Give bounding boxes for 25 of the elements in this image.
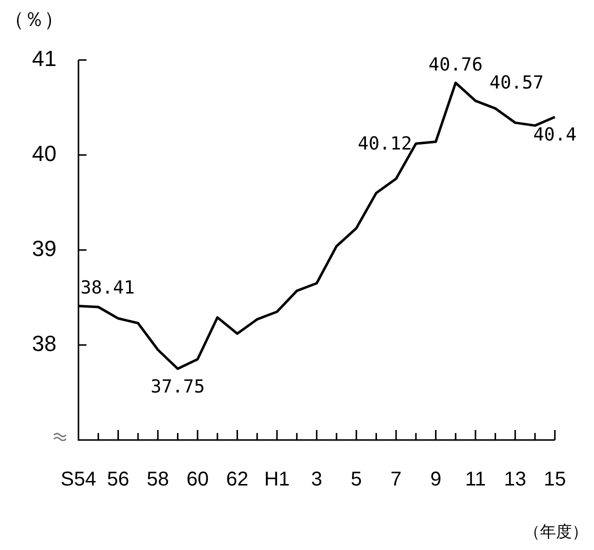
x-tick-label: 11	[465, 468, 486, 491]
data-label: 40.76	[428, 54, 483, 76]
data-label: 38.41	[80, 278, 135, 299]
x-tick-label: 60	[186, 468, 209, 491]
y-axis-title: （％）	[4, 8, 64, 33]
x-tick-label: H1	[264, 468, 290, 491]
y-tick-label: 41	[32, 46, 56, 72]
x-axis-title: （年度）	[524, 522, 588, 543]
x-tick-label: 62	[226, 468, 248, 491]
data-label: 40.57	[489, 72, 544, 94]
x-tick-label: 58	[146, 468, 169, 491]
x-tick-label: 5	[350, 468, 362, 491]
x-tick-label: 7	[390, 468, 402, 491]
x-tick-label: 13	[504, 468, 526, 491]
x-tick-label: 15	[544, 468, 566, 491]
data-label: 40.4	[533, 124, 577, 146]
data-label: 37.75	[150, 376, 205, 398]
x-tick-label: 56	[107, 468, 130, 491]
x-tick-label: 9	[430, 468, 442, 491]
y-tick-label: 39	[32, 236, 56, 262]
y-tick-label: 38	[32, 331, 56, 356]
x-tick-label: 3	[311, 468, 322, 491]
data-label: 40.12	[358, 133, 412, 154]
y-tick-label: 40	[32, 141, 56, 166]
x-tick-label: S54	[60, 468, 96, 491]
